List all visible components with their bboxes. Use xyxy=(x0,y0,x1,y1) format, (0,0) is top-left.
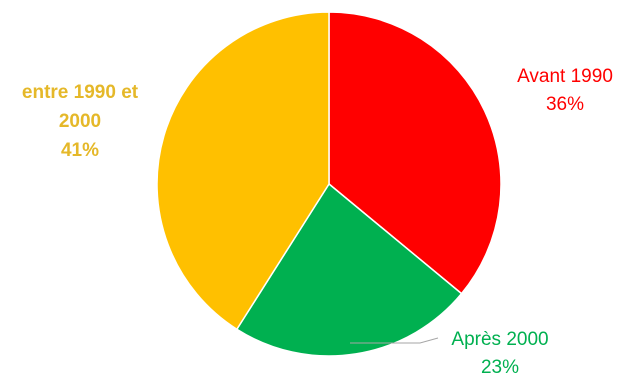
pie-slice-avant-1990 xyxy=(328,11,502,295)
label-avant-1990-value: 36% xyxy=(546,94,584,115)
label-entre-1990-et-2000-value: 41% xyxy=(61,140,99,161)
data-label-entre-1990-et-2000: entre 1990 et 2000 41% xyxy=(22,82,139,161)
pie-slice-apres-2000 xyxy=(235,182,463,357)
label-entre-1990-et-2000-category-line-2: 2000 xyxy=(59,111,101,132)
pie-slice-entre-1990-et-2000 xyxy=(156,11,330,331)
pie-slices xyxy=(156,11,502,357)
leader-line-apres-2000 xyxy=(350,337,439,344)
label-entre-1990-et-2000-category-line-1: entre 1990 et xyxy=(22,82,139,103)
label-apres-2000-value: 23% xyxy=(481,357,519,378)
label-avant-1990-category: Avant 1990 xyxy=(517,66,613,87)
label-apres-2000-category: Après 2000 xyxy=(451,329,548,350)
data-label-apres-2000: Après 2000 23% xyxy=(451,329,548,378)
data-label-avant-1990: Avant 1990 36% xyxy=(517,66,613,115)
